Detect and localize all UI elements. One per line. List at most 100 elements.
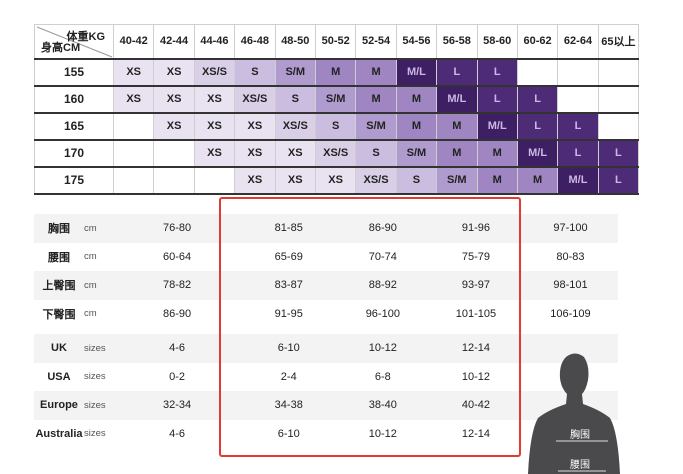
value-cell: 98-101 (553, 279, 588, 292)
weight-header: 46-48 (234, 24, 276, 59)
value-cell: 96-100 (365, 307, 400, 320)
size-cell: S/M (314, 85, 357, 113)
value-cell: 81-85 (274, 222, 303, 235)
value-cell: 83-87 (274, 279, 303, 292)
value-cell: 12-14 (461, 427, 490, 440)
value-cell: 88-92 (368, 279, 397, 292)
value-cell: 32-34 (162, 399, 192, 412)
size-cell: XS (234, 139, 276, 167)
weight-header: 42-44 (153, 24, 195, 59)
size-cell: S/M (436, 166, 478, 194)
weight-axis-label: 体重KG (66, 31, 106, 43)
value-cell: 65-69 (274, 250, 303, 263)
size-cell: L (436, 58, 478, 86)
weight-header: 48-50 (274, 24, 316, 59)
row-unit: cm (83, 279, 97, 291)
row-unit: sizes (83, 428, 106, 440)
size-cell: S (395, 166, 438, 194)
size-cell: M/L (395, 58, 438, 86)
size-cell (153, 166, 195, 194)
row-label: USA (47, 370, 71, 383)
size-cell: XS/S (274, 112, 316, 140)
size-cell: M (395, 112, 438, 140)
weight-header: 60-62 (516, 24, 559, 59)
size-cell: L (597, 139, 640, 167)
size-cell: L (557, 112, 599, 140)
value-cell: 10-12 (368, 342, 397, 355)
size-cell: M (436, 112, 478, 140)
size-cell: XS (274, 139, 316, 167)
size-cell: XS (153, 58, 195, 86)
highlight-box (219, 197, 521, 457)
size-cell (597, 112, 640, 140)
value-cell: 101-105 (455, 307, 497, 320)
size-cell: L (516, 112, 559, 140)
value-cell: 6-10 (277, 427, 300, 440)
size-cell: XS/S (355, 166, 397, 194)
row-unit: cm (83, 222, 97, 234)
value-cell: 12-14 (461, 342, 490, 355)
size-cell: XS (153, 85, 195, 113)
size-cell (112, 112, 155, 140)
height-label: 155 (34, 58, 114, 86)
body-silhouette-icon: 胸围 腰围 (528, 353, 620, 474)
weight-header: 62-64 (557, 24, 599, 59)
row-label: 下臀围 (42, 308, 76, 321)
value-cell: 91-96 (461, 222, 490, 235)
size-cell: XS (112, 58, 155, 86)
value-cell: 86-90 (162, 307, 192, 320)
size-cell (557, 85, 599, 113)
row-label: 胸围 (47, 223, 70, 236)
size-cell (597, 85, 640, 113)
size-cell: S (314, 112, 357, 140)
corner-cell: 体重KG 身高CM (34, 24, 114, 59)
height-row: 175 XS XS XS XS/S S S/M M M M/L L (34, 166, 640, 194)
value-cell: 4-6 (169, 342, 185, 355)
size-cell: XS (193, 139, 236, 167)
size-cell: XS (153, 112, 195, 140)
size-cell: L (476, 58, 518, 86)
size-cell: M/L (476, 112, 518, 140)
height-row: 160 XS XS XS XS/S S S/M M M M/L L L (34, 85, 640, 113)
value-cell: 76-80 (162, 222, 192, 235)
size-cell: S/M (395, 139, 438, 167)
size-cell (112, 139, 155, 167)
size-cell (112, 166, 155, 194)
chest-label: 胸围 (570, 428, 590, 441)
row-label: 上臀围 (42, 280, 76, 293)
row-label: Australia (35, 427, 83, 440)
weight-header: 52-54 (355, 24, 397, 59)
height-row: 165 XS XS XS XS/S S S/M M M M/L L L (34, 112, 640, 140)
size-cell (597, 58, 640, 86)
row-unit: sizes (83, 399, 106, 411)
size-cell: M (314, 58, 357, 86)
size-cell: S/M (355, 112, 397, 140)
size-cell: M/L (436, 85, 478, 113)
size-cell: M/L (516, 139, 559, 167)
waist-label: 腰围 (570, 459, 590, 471)
value-cell: 60-64 (162, 250, 192, 263)
size-grid-table: 体重KG 身高CM 40-42 42-44 44-46 46-48 48-50 50-52 52… (34, 24, 640, 195)
row-unit: sizes (83, 371, 106, 383)
height-label: 170 (34, 139, 114, 167)
value-cell: 38-40 (368, 399, 397, 412)
size-cell (153, 139, 195, 167)
value-cell: 40-42 (461, 399, 490, 412)
row-label: 腰围 (47, 251, 70, 264)
size-cell (557, 58, 599, 86)
size-cell: M (436, 139, 478, 167)
size-cell: L (557, 139, 599, 167)
size-cell: M (395, 85, 438, 113)
value-cell: 78-82 (162, 279, 192, 292)
weight-header: 58-60 (476, 24, 518, 59)
size-cell: S/M (274, 58, 316, 86)
weight-header: 65以上 (597, 24, 640, 59)
size-cell: XS (274, 166, 316, 194)
size-cell: L (476, 85, 518, 113)
size-cell: M/L (557, 166, 599, 194)
value-cell: 86-90 (368, 222, 397, 235)
size-cell: XS (314, 166, 357, 194)
size-cell: M (355, 85, 397, 113)
value-cell: 106-109 (550, 307, 591, 320)
divider (34, 328, 618, 334)
